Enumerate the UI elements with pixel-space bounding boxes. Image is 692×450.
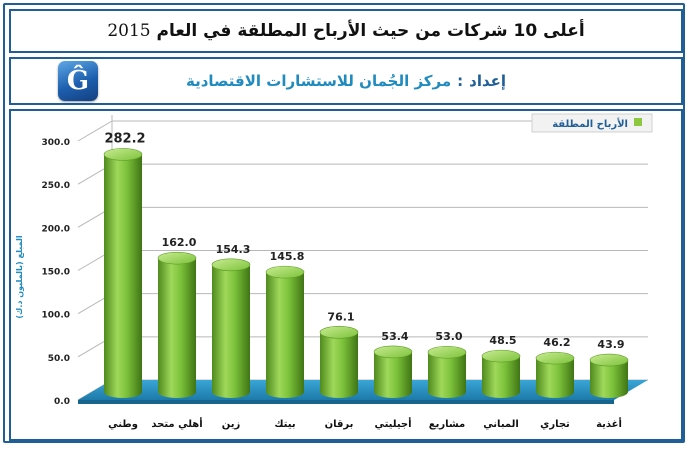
bar-body (158, 258, 196, 398)
bar-top (157, 251, 197, 265)
y-tick-label: 100.0 (42, 311, 70, 321)
x-tick-label: زين (222, 419, 241, 430)
bar-2 (157, 251, 197, 398)
logo-icon: Ĝ (58, 61, 98, 101)
bar-top (211, 258, 251, 272)
bar-body (590, 360, 628, 398)
data-label: 145.8 (270, 250, 305, 263)
legend-label: الأرباح المطلقة (552, 117, 628, 130)
bar-9 (535, 351, 575, 398)
bar-top (319, 326, 359, 339)
data-label: 43.9 (597, 338, 624, 351)
outer-frame (3, 3, 685, 443)
data-label: 46.2 (543, 336, 570, 349)
bar-5 (319, 326, 359, 398)
data-label: 162.0 (162, 236, 197, 249)
x-tick-label: مشاريع (429, 419, 465, 430)
bar-body (212, 264, 250, 398)
bar-body (536, 358, 574, 398)
bar-body (104, 154, 142, 398)
x-tick-label: أغذية (596, 417, 622, 430)
x-tick-label: بيتك (274, 419, 295, 430)
bars-layer (103, 148, 629, 398)
bar-body (482, 356, 520, 398)
bar-10 (589, 353, 629, 398)
credit-bar: إعداد : مركز الجُمان للاستشارات الاقتصاد… (9, 57, 683, 105)
bar-top (265, 265, 305, 279)
credit-prefix: إعداد (469, 72, 507, 90)
y-tick-label: 50.0 (48, 354, 70, 364)
bar-3 (211, 258, 251, 398)
y-axis-label: المبلغ (بالمليون د.ك) (15, 235, 24, 318)
bar-4 (265, 265, 305, 398)
legend: الأرباح المطلقة (531, 113, 653, 133)
bar-top (481, 349, 521, 363)
gridline-depth (77, 120, 113, 142)
page-title: أعلى 10 شركات من حيث الأرباح المطلقة في … (9, 9, 683, 53)
y-tick-label: 200.0 (42, 224, 70, 234)
title-text: أعلى 10 شركات من حيث الأرباح المطلقة في … (156, 21, 585, 41)
bar-body (374, 351, 412, 398)
bar-body (320, 332, 358, 398)
data-label: 282.2 (104, 131, 145, 146)
bar-body (266, 272, 304, 398)
logo-glyph: Ĝ (66, 66, 90, 96)
title-year: 2015 (107, 21, 151, 41)
bar-top (373, 345, 413, 359)
data-label: 48.5 (489, 334, 516, 347)
bar-7 (427, 345, 467, 398)
y-tick-label: 150.0 (42, 268, 70, 278)
y-tick-label: 300.0 (42, 138, 70, 148)
x-tick-label: أجيليتي (374, 417, 411, 430)
bar-top (103, 148, 143, 161)
x-tick-label: برقان (325, 419, 354, 430)
data-label: 76.1 (327, 310, 354, 323)
credit-separator: : (457, 72, 464, 90)
data-label: 154.3 (216, 243, 251, 256)
credit-organization: مركز الجُمان للاستشارات الاقتصادية (185, 72, 452, 90)
floor-edge (78, 400, 614, 404)
bar-body (428, 352, 466, 398)
data-label: 53.0 (435, 330, 462, 343)
x-tick-label: تجاري (540, 419, 570, 430)
y-tick-label: 250.0 (42, 181, 70, 191)
x-tick-label: أهلي متحد (151, 417, 202, 430)
bar-8 (481, 349, 521, 398)
data-label: 53.4 (381, 330, 408, 343)
bar-1 (103, 148, 143, 398)
bar-top (589, 353, 629, 367)
legend-marker (634, 118, 642, 126)
legend-box (531, 113, 653, 133)
labels-layer: 282.2 وطني 162.0 أهلي متحد 154.3 زين 145.8 بيتك… (104, 131, 624, 430)
y-tick-label: 0.0 (54, 397, 70, 407)
bar-top (427, 345, 467, 359)
x-tick-label: وطني (108, 419, 138, 430)
bar-6 (373, 345, 413, 398)
bar-top (535, 351, 575, 365)
chart-panel (9, 109, 683, 441)
x-tick-label: المباني (483, 419, 519, 430)
